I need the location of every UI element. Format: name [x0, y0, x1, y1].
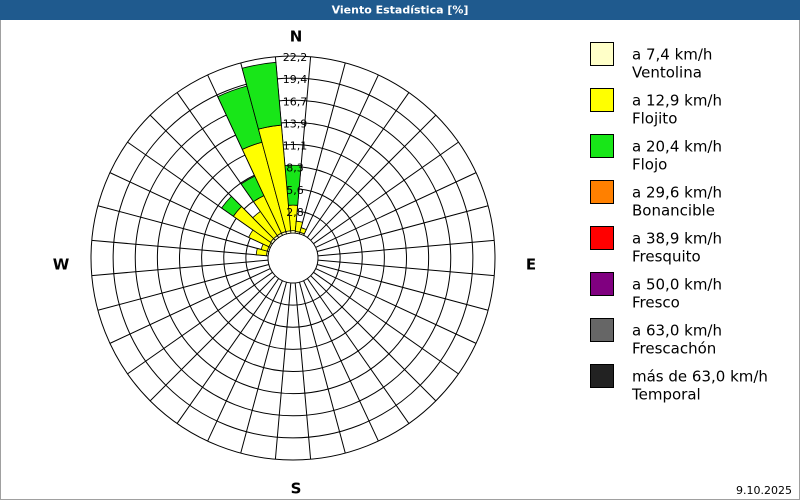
grid-spoke	[127, 271, 273, 375]
grid-ring	[134, 99, 452, 417]
legend-swatch	[590, 88, 614, 112]
grid-spoke	[303, 280, 379, 442]
legend-entry: a 29,6 km/h	[632, 184, 722, 202]
grid-spoke	[317, 263, 489, 311]
grid-spoke	[207, 280, 283, 442]
legend-entry-label: Bonancible	[632, 202, 715, 220]
grid-spoke	[274, 282, 292, 460]
wind-segment	[241, 61, 282, 130]
legend-entry-label: Ventolina	[632, 64, 702, 82]
grid-spoke	[310, 114, 437, 241]
legend-entry-label: Flojo	[632, 156, 667, 174]
r-tick-label: 19,4	[283, 73, 308, 86]
r-tick-label: 2,8	[286, 206, 304, 219]
legend-swatch	[590, 318, 614, 342]
legend-entry: más de 63,0 km/h	[632, 368, 768, 386]
legend-swatch	[590, 226, 614, 250]
r-tick-label: 22,2	[283, 51, 308, 64]
wind-segment	[299, 227, 307, 235]
grid-spoke	[317, 239, 495, 257]
grid-spoke	[298, 62, 346, 234]
legend-entry: a 12,9 km/h	[632, 92, 722, 110]
grid-spoke	[310, 275, 437, 402]
legend-swatch	[590, 42, 614, 66]
legend-entry: a 7,4 km/h	[632, 46, 712, 64]
date: 9.10.2025	[736, 484, 792, 497]
legend-entry: a 50,0 km/h	[632, 276, 722, 294]
grid-spoke	[313, 271, 459, 375]
legend-entry: a 20,4 km/h	[632, 138, 722, 156]
grid-spoke	[306, 92, 410, 238]
legend-entry: a 63,0 km/h	[632, 322, 722, 340]
wind-segment	[255, 247, 268, 257]
grid-spoke	[315, 268, 477, 344]
r-tick-label: 8,3	[286, 162, 304, 175]
wind-segment	[294, 220, 304, 233]
grid-ring	[179, 144, 407, 372]
rose: 2,8 5,6 8,3 11,1 13,9 16,7 19,4 22,2 N E S W	[53, 28, 536, 498]
grid-spoke	[109, 172, 271, 248]
grid-spoke	[315, 172, 477, 248]
grid-spoke	[149, 275, 276, 402]
grid-spoke	[240, 282, 288, 454]
compass-label: S	[291, 480, 302, 498]
grid-spoke	[294, 282, 312, 460]
wind-segment	[284, 164, 302, 206]
legend-swatch	[590, 272, 614, 296]
grid-spoke	[317, 259, 495, 277]
grid-spoke	[303, 74, 379, 236]
legend-entry-label: Frescachón	[632, 340, 716, 358]
grid-spoke	[97, 205, 269, 253]
legend-swatch	[590, 364, 614, 388]
compass-label: W	[53, 256, 70, 274]
legend-entry-label: Fresquito	[632, 248, 701, 266]
r-tick-label: 11,1	[283, 140, 308, 153]
r-tick-label: 16,7	[283, 95, 308, 108]
title-bar	[0, 0, 800, 20]
legend-swatch	[590, 134, 614, 158]
grid-spoke	[97, 263, 269, 311]
grid-spoke	[109, 268, 271, 344]
legend-entry-label: Temporal	[631, 386, 701, 404]
compass-label: E	[526, 256, 536, 274]
legend-entry: a 38,9 km/h	[632, 230, 722, 248]
legend-entry-label: Fresco	[632, 294, 680, 312]
grid-spoke	[306, 278, 410, 424]
legend-swatch	[590, 180, 614, 204]
r-tick-label: 13,9	[283, 117, 308, 130]
grid-ring	[90, 55, 496, 461]
grid-ring	[112, 77, 474, 439]
wind-segment	[221, 195, 243, 217]
grid-spoke	[91, 239, 269, 257]
grid-spoke	[317, 205, 489, 253]
chart-title: Viento Estadística [%]	[332, 4, 469, 17]
compass-label: N	[290, 28, 303, 46]
grid-ring	[156, 121, 430, 395]
grid-spoke	[91, 259, 269, 277]
grid-spoke	[298, 282, 346, 454]
grid-spoke	[176, 278, 280, 424]
legend-entry-label: Flojito	[632, 110, 677, 128]
grid-spoke	[313, 141, 459, 245]
r-tick-label: 5,6	[286, 184, 304, 197]
